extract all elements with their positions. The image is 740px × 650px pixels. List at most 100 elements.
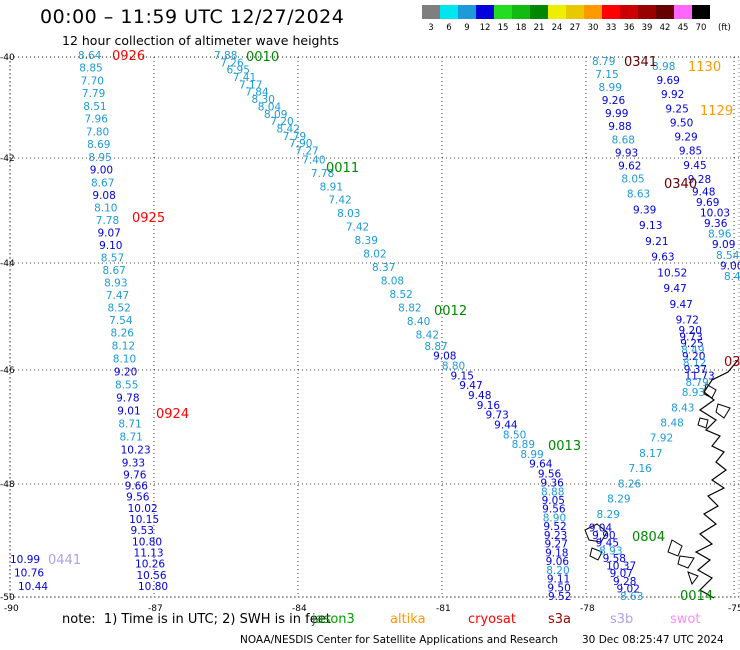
scale-swatch [602,5,620,19]
wave-height-value: 8.51 [83,101,106,113]
wave-height-value: 9.72 [676,315,699,327]
wave-height-value: 8.63 [620,591,643,603]
wave-height-value: 8.39 [355,235,378,247]
wave-height-value: 9.47 [663,283,686,295]
track-time-label: 1129 [700,104,733,119]
scale-swatch [548,5,566,19]
wave-height-value: 9.76 [123,469,147,481]
wave-height-value: 8.93 [682,387,705,399]
wave-height-value: 9.37 [684,364,707,376]
wave-height-value: 8.67 [91,177,114,189]
scale-swatch [656,5,674,19]
wave-height-value: 8.88 [541,486,564,498]
map-subtitle: 12 hour collection of altimeter wave hei… [62,33,339,48]
color-scale-unit: (ft) [718,23,731,33]
wave-height-value: 9.58 [603,553,626,565]
wave-height-value: 7.15 [595,69,618,81]
lat-label: -42 [0,154,15,164]
scale-swatch [620,5,638,19]
track-time-label: 0012 [434,304,467,319]
wave-height-value: 8.40 [724,271,740,283]
track-time-label: 0924 [156,407,189,422]
wave-height-value: 9.01 [117,406,140,418]
scale-swatch [494,5,512,19]
wave-height-value: 10.76 [14,568,44,580]
wave-height-value: 9.25 [680,338,703,350]
wave-height-value: 9.10 [99,240,122,252]
wave-height-value: 7.90 [289,138,312,150]
track-time-label: 0013 [548,439,581,454]
wave-height-value: 8.02 [363,249,386,261]
wave-height-value: 8.20 [546,565,569,577]
wave-height-value: 7.16 [628,463,652,475]
wave-height-value: 8.57 [101,252,124,264]
wave-height-value: 8.10 [113,354,136,366]
wave-height-value: 8.67 [102,265,125,277]
wave-height-value: 8.03 [337,208,360,220]
track-time-label: 0441 [48,553,81,568]
wave-height-value: 7.42 [346,222,369,234]
lon-label: -90 [4,604,19,614]
wave-height-value: 9.36 [540,478,564,490]
wave-height-value: 8.26 [618,478,642,490]
wave-height-value: 10.80 [138,581,168,593]
wave-height-value: 7.26 [220,57,244,69]
wave-height-value: 9.11 [547,574,570,586]
wave-height-value: 9.16 [477,400,501,412]
wave-height-value: 9.25 [665,103,688,115]
wave-height-value: 9.28 [613,576,636,588]
wave-height-value: 10.03 [700,207,730,219]
wave-height-value: 7.41 [233,72,256,84]
wave-height-value: 8.12 [112,341,135,353]
satellite-name: jason3 [312,612,355,627]
wave-height-value: 9.56 [126,492,150,504]
wave-height-value: 8.98 [652,61,675,73]
wave-height-value: 9.08 [92,190,115,202]
wave-height-value: 8.91 [320,181,343,193]
scale-label: 27 [569,23,581,33]
track-time-label: 0010 [246,50,279,65]
wave-height-value: 9.56 [542,504,566,516]
wave-height-value: 9.02 [617,583,640,595]
wave-height-value: 9.07 [610,568,633,580]
wave-height-value: 9.56 [538,469,562,481]
wave-height-value: 9.45 [596,538,619,550]
wave-height-value: 8.71 [118,419,141,431]
wave-height-value: 8.42 [277,123,300,135]
scale-label: 18 [515,23,527,33]
scale-label: 9 [464,23,470,33]
wave-height-value: 9.05 [542,495,565,507]
wave-height-value: 8.93 [104,277,127,289]
wave-height-value: 8.09 [264,109,287,121]
wave-height-value: 8.90 [543,512,566,524]
scale-swatch [692,5,710,19]
track-time-labels: 0926 0925 0924 0010 0011 0012 0013 0341 1130 1129… [48,49,740,604]
wave-height-value: 7.40 [302,154,325,166]
wave-height-value: 9.20 [114,367,137,379]
lat-label: -48 [0,480,15,490]
wave-height-value: 8.54 [716,250,740,262]
wave-height-value: 10.56 [137,570,167,582]
wave-height-value: 7.79 [82,88,105,100]
lon-label: -75 [728,604,740,614]
wave-height-value: 9.52 [543,521,566,533]
wave-height-value: 9.23 [544,530,567,542]
lat-label: -44 [0,259,15,269]
wave-height-value: 6.95 [227,65,250,77]
satellite-name: s3b [610,612,634,627]
wave-height-value: 9.48 [692,186,715,198]
wave-height-value: 9.64 [529,459,553,471]
wave-height-value: 9.00 [90,165,113,177]
wave-height-value: 7.84 [245,87,269,99]
wave-height-value: 9.69 [696,197,719,209]
track-time-label: 0014 [680,589,713,604]
footer-timestamp: 30 Dec 08:25:47 UTC 2024 [582,634,724,646]
scale-label: 39 [641,23,653,33]
wave-height-value: 9.93 [615,147,638,159]
wave-height-value: 9.33 [122,458,145,470]
track-time-label: 0011 [326,161,359,176]
wave-height-value: 8.37 [372,262,395,274]
wave-height-value: 9.29 [674,132,697,144]
satellite-name: s3a [548,612,572,627]
wave-height-value: 8.17 [639,448,662,460]
